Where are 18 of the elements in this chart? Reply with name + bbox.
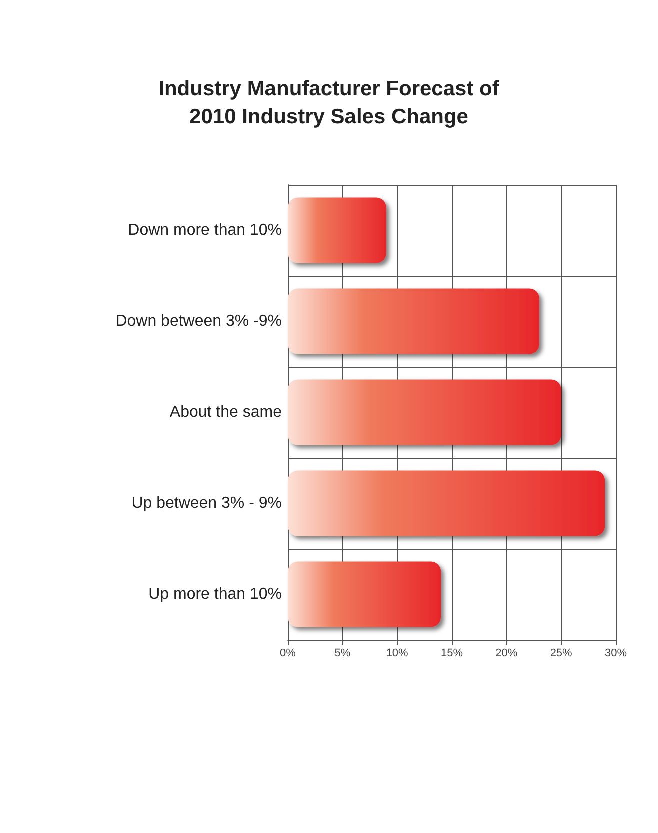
x-tick-label: 20% [496,648,518,660]
y-tick-label: Down between 3% -9% [116,313,282,330]
x-tick-label: 30% [604,648,628,660]
x-tick-label: 5% [334,648,351,660]
bar [288,470,606,536]
bar [288,562,442,628]
x-tick-label: 0% [280,648,296,660]
bar [288,198,386,264]
chart-title: Industry Manufacturer Forecast of 2010 Industry Sales Change [158,78,500,128]
bar [288,288,540,354]
bar [288,380,562,446]
x-tick-label: 25% [550,648,573,660]
x-tick-label: 10% [386,648,409,660]
y-tick-label: Up more than 10% [148,586,282,603]
x-tick-label: 15% [440,648,464,660]
y-tick-label: About the same [170,404,282,421]
y-tick-label: Down more than 10% [128,222,282,239]
y-tick-label: Up between 3% - 9% [132,495,282,512]
